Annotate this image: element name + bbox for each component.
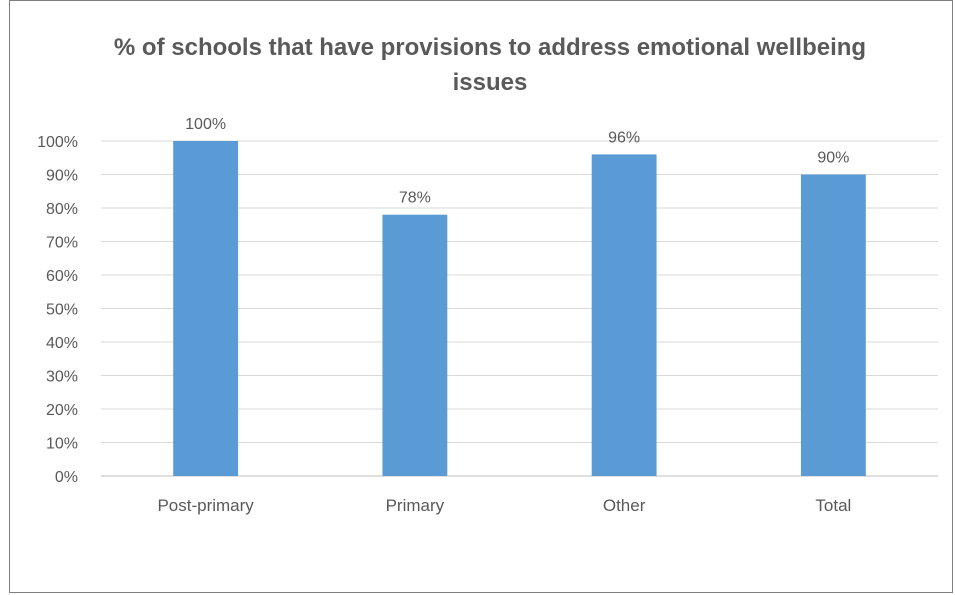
bar xyxy=(173,141,239,476)
y-tick-label: 50% xyxy=(46,302,78,319)
y-tick-label: 80% xyxy=(46,201,78,218)
chart-frame xyxy=(9,0,953,593)
y-tick-label: 70% xyxy=(46,235,78,252)
bar xyxy=(800,174,866,476)
data-label: 100% xyxy=(185,116,226,133)
data-labels: 100% 78% 96% 90% xyxy=(185,116,849,207)
category-label: Post-primary xyxy=(157,496,254,515)
gridlines xyxy=(101,140,938,477)
bars xyxy=(173,141,866,476)
category-label: Total xyxy=(815,496,851,515)
category-label: Primary xyxy=(386,496,445,515)
y-tick-label: 30% xyxy=(46,369,78,386)
bar xyxy=(591,154,657,476)
data-label: 78% xyxy=(399,190,431,207)
chart-title: % of schools that have provisions to add… xyxy=(113,34,867,96)
y-tick-label: 40% xyxy=(46,335,78,352)
category-label: Other xyxy=(603,496,646,515)
y-tick-label: 100% xyxy=(37,134,78,151)
data-label: 90% xyxy=(817,150,849,167)
y-tick-label: 10% xyxy=(46,436,78,453)
data-label: 96% xyxy=(608,129,640,146)
y-tick-label: 20% xyxy=(46,402,78,419)
y-tick-label: 0% xyxy=(55,469,78,486)
bar xyxy=(382,214,448,476)
x-axis-categories: Post-primary Primary Other Total xyxy=(157,496,851,515)
y-tick-label: 60% xyxy=(46,268,78,285)
y-tick-label: 90% xyxy=(46,168,78,185)
y-axis-ticks: 0% 10% 20% 30% 40% 50% 60% 70% 80% 90% 100% xyxy=(37,134,78,486)
